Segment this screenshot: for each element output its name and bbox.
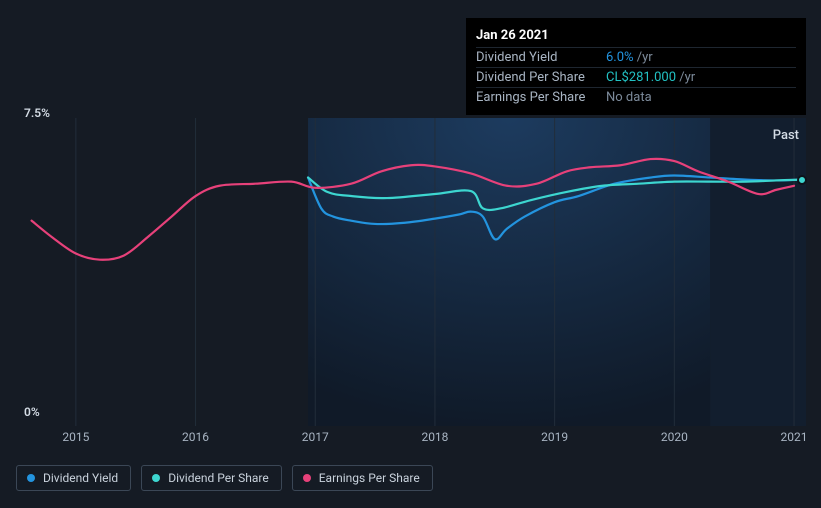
legend-label: Dividend Yield bbox=[43, 471, 118, 485]
tooltip-row: Dividend Per Share CL$281.000 /yr bbox=[476, 67, 796, 87]
x-axis-tick: 2020 bbox=[661, 430, 688, 444]
chart-lines bbox=[16, 118, 806, 426]
tooltip-row: Earnings Per Share No data bbox=[476, 87, 796, 107]
legend-item-earnings-per-share[interactable]: Earnings Per Share bbox=[292, 465, 433, 491]
x-axis-tick: 2015 bbox=[62, 430, 89, 444]
tooltip-label: Dividend Yield bbox=[476, 50, 606, 65]
legend-label: Earnings Per Share bbox=[319, 471, 420, 485]
chart-plot-area[interactable] bbox=[16, 118, 806, 426]
tooltip-value: 6.0% /yr bbox=[606, 50, 653, 65]
chart-container: Jan 26 2021 Dividend Yield 6.0% /yr Divi… bbox=[0, 0, 821, 508]
tooltip-value: No data bbox=[606, 90, 652, 105]
legend-item-dividend-per-share[interactable]: Dividend Per Share bbox=[141, 465, 282, 491]
past-label: Past bbox=[773, 128, 799, 143]
legend-label: Dividend Per Share bbox=[168, 471, 269, 485]
x-axis-tick: 2018 bbox=[421, 430, 448, 444]
chart-hover-marker bbox=[797, 175, 807, 185]
tooltip-label: Dividend Per Share bbox=[476, 70, 606, 85]
x-axis: 2015 2016 2017 2018 2019 2020 2021 bbox=[16, 430, 806, 448]
x-axis-tick: 2021 bbox=[781, 430, 808, 444]
tooltip-value: CL$281.000 /yr bbox=[606, 70, 695, 85]
tooltip-label: Earnings Per Share bbox=[476, 90, 606, 105]
tooltip-row: Dividend Yield 6.0% /yr bbox=[476, 47, 796, 67]
x-axis-tick: 2017 bbox=[302, 430, 329, 444]
legend-dot-icon bbox=[27, 474, 35, 482]
x-axis-tick: 2016 bbox=[182, 430, 209, 444]
legend-dot-icon bbox=[303, 474, 311, 482]
tooltip-date: Jan 26 2021 bbox=[476, 26, 796, 47]
legend-item-dividend-yield[interactable]: Dividend Yield bbox=[16, 465, 131, 491]
chart-legend: Dividend Yield Dividend Per Share Earnin… bbox=[16, 465, 433, 491]
chart-tooltip: Jan 26 2021 Dividend Yield 6.0% /yr Divi… bbox=[466, 18, 806, 115]
legend-dot-icon bbox=[152, 474, 160, 482]
x-axis-tick: 2019 bbox=[541, 430, 568, 444]
